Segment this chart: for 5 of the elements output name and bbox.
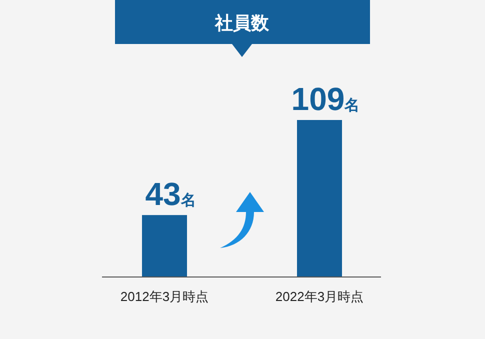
data-label: 109名 bbox=[291, 81, 360, 117]
data-label: 43名 bbox=[145, 176, 196, 212]
chart-title: 社員数 bbox=[214, 13, 270, 33]
x-tick-label: 2012年3月時点 bbox=[120, 289, 209, 304]
x-tick-label: 2022年3月時点 bbox=[275, 289, 364, 304]
